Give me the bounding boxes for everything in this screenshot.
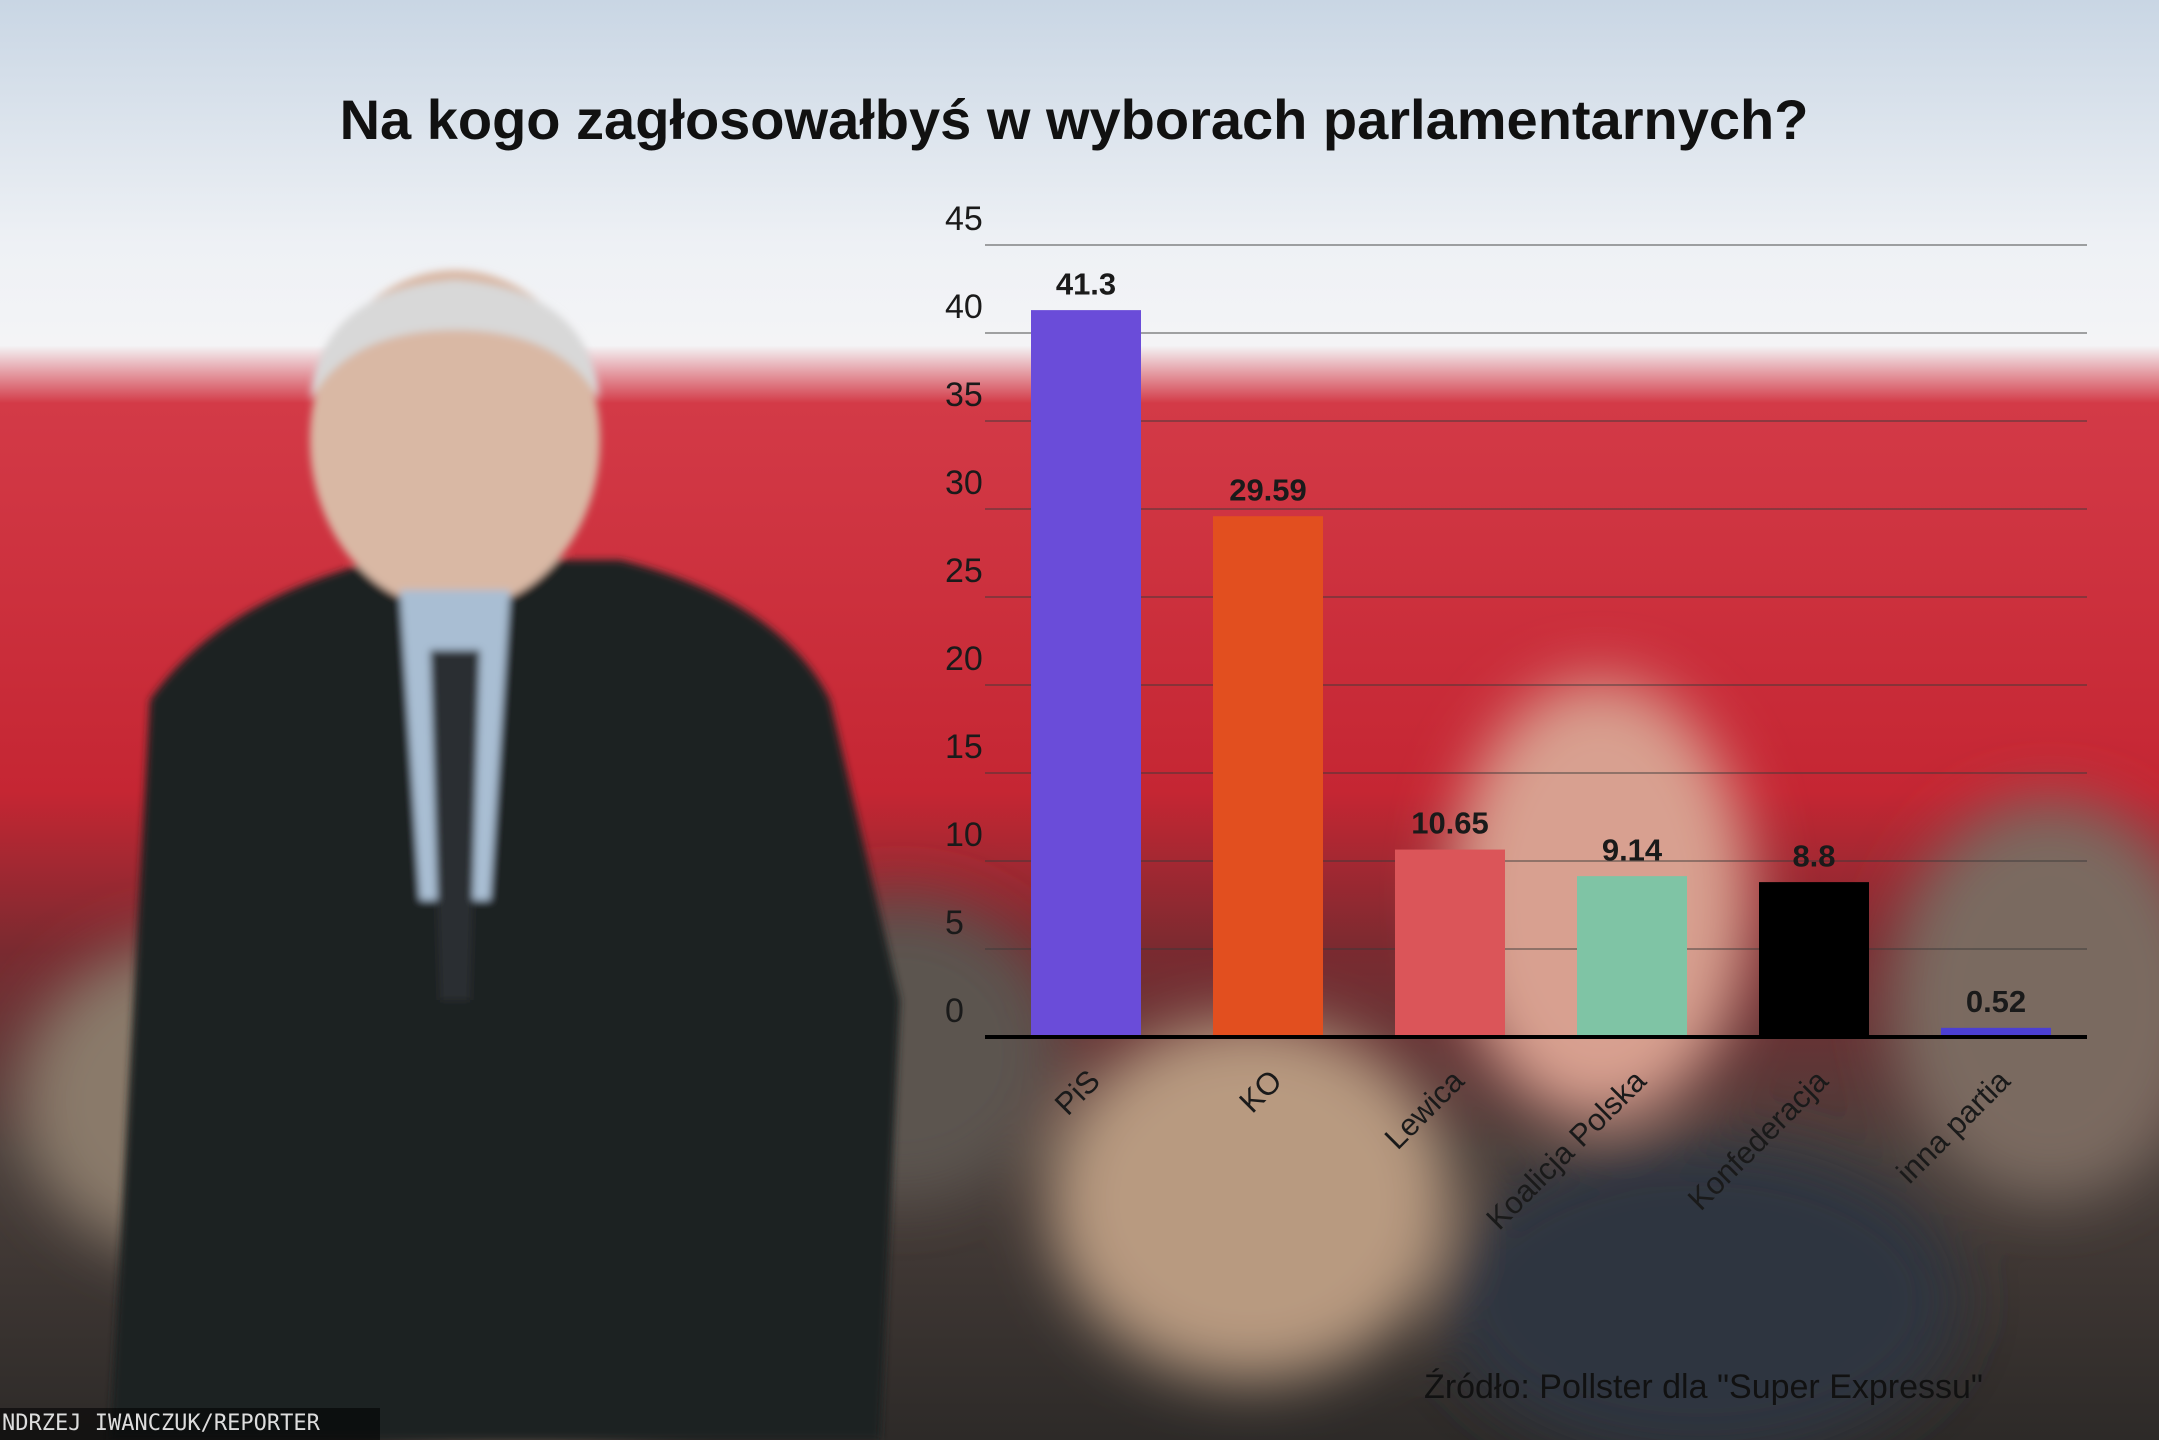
value-label: 10.65 xyxy=(1411,806,1489,841)
bar xyxy=(1577,876,1687,1037)
photo-credit: NDRZEJ IWANCZUK/REPORTER xyxy=(2,1411,321,1436)
y-tick-label: 0 xyxy=(945,992,964,1030)
value-label: 9.14 xyxy=(1602,832,1663,867)
bar xyxy=(1759,882,1869,1037)
y-tick-label: 45 xyxy=(945,200,983,238)
bar xyxy=(1395,849,1505,1037)
y-tick-label: 5 xyxy=(945,904,964,942)
value-label: 0.52 xyxy=(1966,984,2026,1019)
chart-title: Na kogo zagłosowałbyś w wyborach parlame… xyxy=(340,88,1809,151)
y-tick-label: 30 xyxy=(945,464,983,502)
y-tick-label: 10 xyxy=(945,816,983,854)
bar xyxy=(1941,1027,2051,1037)
photo-person xyxy=(110,270,900,1440)
y-tick-label: 15 xyxy=(945,728,983,766)
source-note: Źródło: Pollster dla "Super Expressu" xyxy=(1424,1368,1983,1406)
y-tick-label: 20 xyxy=(945,640,983,678)
y-tick-label: 40 xyxy=(945,288,983,326)
credit-band xyxy=(0,1408,380,1440)
value-label: 8.8 xyxy=(1792,838,1835,873)
value-label: 41.3 xyxy=(1056,266,1116,301)
bar xyxy=(1031,310,1141,1037)
y-tick-label: 35 xyxy=(945,376,983,414)
y-tick-label: 25 xyxy=(945,552,983,590)
value-label: 29.59 xyxy=(1229,472,1307,507)
bar xyxy=(1213,516,1323,1037)
